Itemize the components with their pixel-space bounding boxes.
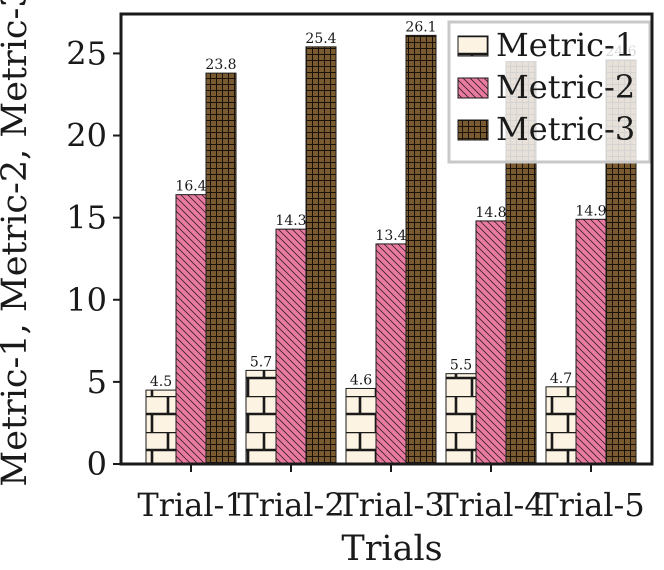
- legend-label-metric-2: Metric-2: [496, 68, 635, 106]
- data-label: 4.7: [550, 371, 572, 387]
- y-tick-label: 20: [66, 117, 107, 155]
- x-tick-label: Trial-1: [137, 486, 244, 524]
- bar-metric-2-trial-3: [375, 243, 407, 465]
- bar-metric-1-trial-4: [445, 373, 477, 465]
- bar-metric-1-trial-1: [145, 389, 177, 465]
- data-label: 13.4: [375, 228, 406, 244]
- bar-metric-1-trial-2: [245, 369, 277, 465]
- bars-layer: [145, 34, 637, 465]
- plot-frame: [119, 12, 654, 466]
- x-tick-label: Trial-5: [537, 486, 644, 524]
- y-axis-label: Metric-1, Metric-2, Metric-3: [0, 0, 35, 487]
- data-label: 5.5: [450, 358, 472, 374]
- x-tick-label: Trial-4: [437, 486, 544, 524]
- bar-metric-1-trial-5: [545, 386, 577, 465]
- data-label: 14.3: [275, 213, 306, 229]
- bar-metric-3-trial-3: [405, 34, 437, 465]
- legend-swatch-metric-1: [457, 35, 489, 57]
- x-tick-label: Trial-3: [337, 486, 444, 524]
- legend-swatch-metric-2: [457, 77, 489, 99]
- bar-metric-2-trial-2: [275, 228, 307, 465]
- legend: Metric-1 Metric-2 Metric-3: [447, 20, 652, 164]
- legend-swatch-metric-3: [457, 119, 489, 141]
- data-label: 4.5: [150, 374, 172, 390]
- bar-metric-1-trial-3: [345, 387, 377, 465]
- legend-label-metric-3: Metric-3: [496, 110, 635, 148]
- data-label: 14.9: [575, 203, 606, 219]
- bar-metric-3-trial-2: [305, 46, 337, 465]
- x-tick-label: Trial-2: [237, 486, 344, 524]
- bar-metric-2-trial-1: [175, 194, 207, 465]
- data-label: 25.4: [305, 31, 336, 47]
- data-label: 5.7: [250, 354, 272, 370]
- data-label: 16.4: [175, 179, 206, 195]
- data-label: 4.6: [350, 372, 372, 388]
- bar-metric-2-trial-5: [575, 218, 607, 465]
- y-tick-label: 25: [66, 34, 107, 72]
- y-tick-label: 15: [66, 199, 107, 237]
- y-axis: 0 5 10 15 20 25: [66, 34, 121, 483]
- y-tick-label: 10: [66, 281, 107, 319]
- bar-metric-2-trial-4: [475, 220, 507, 465]
- data-label: 23.8: [205, 57, 236, 73]
- y-tick-label: 0: [87, 445, 107, 483]
- legend-label-metric-1: Metric-1: [496, 26, 635, 64]
- data-label: 14.8: [475, 205, 506, 221]
- y-tick-label: 5: [87, 363, 107, 401]
- bar-metric-3-trial-1: [205, 72, 237, 465]
- data-label: 26.1: [405, 19, 436, 35]
- x-axis-label: Trials: [341, 529, 442, 569]
